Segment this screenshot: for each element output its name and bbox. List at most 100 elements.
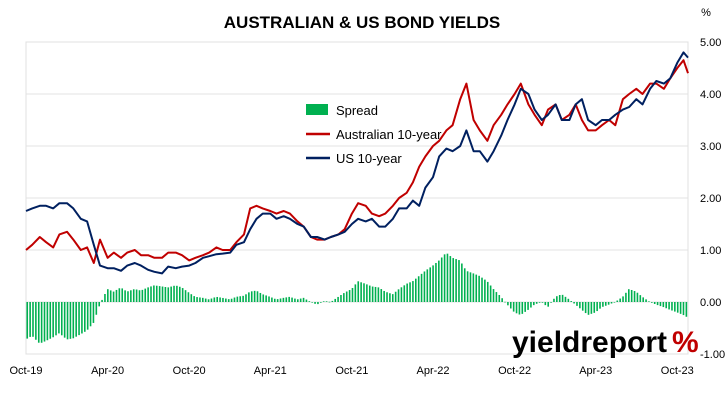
spread-bar (377, 287, 380, 302)
spread-bar (656, 302, 659, 306)
spread-bar (147, 287, 149, 302)
x-tick-label: Apr-22 (416, 365, 449, 377)
spread-bar (328, 301, 331, 303)
spread-bar (196, 297, 198, 302)
spread-bar (161, 286, 164, 302)
spread-bar (29, 302, 31, 337)
spread-bar (397, 289, 400, 302)
spread-bar (72, 302, 75, 339)
spread-bar (325, 301, 328, 302)
spread-bar (164, 287, 167, 302)
spread-bar (89, 302, 92, 327)
spread-bar (35, 302, 37, 340)
spread-bar (558, 295, 561, 302)
spread-bar (492, 289, 495, 302)
spread-bar (144, 288, 147, 302)
spread-bar (682, 302, 685, 316)
spread-bar (265, 295, 267, 302)
spread-bar (498, 295, 501, 302)
spread-bar (66, 302, 69, 340)
spread-bar (282, 297, 285, 302)
spread-bar (674, 302, 676, 312)
spread-bar (331, 300, 334, 302)
spread-bar (285, 297, 288, 302)
spread-bar (527, 302, 529, 310)
spread-bar (202, 297, 204, 302)
spread-bar (155, 285, 158, 302)
spread-bar (438, 260, 440, 302)
spread-bar (420, 273, 423, 302)
spread-bar (204, 298, 207, 302)
spread-bar (248, 292, 250, 302)
spread-bar (509, 302, 512, 309)
x-tick-label: Oct-20 (173, 365, 206, 377)
spread-bar (299, 298, 302, 302)
spread-bar (173, 285, 175, 302)
spread-bar (115, 289, 118, 302)
spread-bar (245, 294, 247, 302)
x-tick-label: Oct-23 (661, 365, 694, 377)
spread-bar (630, 289, 633, 302)
spread-bar (665, 302, 668, 309)
spread-bar (440, 257, 443, 302)
spread-bar (541, 302, 544, 303)
spread-bar (432, 265, 434, 302)
spread-bar (415, 278, 417, 302)
spread-bar (653, 302, 656, 304)
spread-bar (210, 298, 213, 302)
spread-bar (596, 302, 598, 312)
spread-bar (533, 302, 535, 306)
legend-label: Australian 10-year (336, 127, 442, 142)
spread-bar (391, 294, 394, 302)
x-tick-label: Oct-19 (9, 365, 42, 377)
x-tick-label: Apr-23 (579, 365, 612, 377)
spread-bar (481, 277, 483, 302)
spread-bar (463, 268, 466, 302)
spread-bar (242, 295, 244, 302)
spread-bar (130, 290, 132, 302)
spread-bar (138, 290, 141, 302)
spread-bar (627, 289, 630, 302)
spread-bar (544, 302, 547, 306)
spread-bar (475, 274, 478, 302)
spread-bar (256, 291, 259, 302)
legend-swatch (306, 104, 328, 115)
spread-bar (679, 302, 682, 314)
spread-bar (153, 285, 155, 302)
spread-bar (294, 298, 296, 302)
spread-bar (337, 296, 339, 302)
spread-bar (593, 302, 596, 313)
spread-bar (26, 302, 29, 339)
spread-bar (150, 286, 152, 302)
spread-bar (550, 302, 552, 303)
spread-bar (366, 284, 368, 302)
spread-bar (55, 302, 57, 336)
spread-bar (619, 298, 621, 302)
x-axis-ticks: Oct-19 Apr-20 Oct-20 Apr-21 Oct-21 Apr-22 Oct-… (9, 365, 693, 377)
spread-bar (426, 269, 429, 302)
spread-bar (518, 302, 521, 315)
spread-bar (371, 286, 374, 302)
spread-bar (187, 292, 190, 302)
spread-bar (109, 290, 112, 302)
spread-bar (49, 302, 52, 339)
spread-bar (314, 302, 316, 304)
spread-bar (112, 291, 115, 302)
spread-bar (400, 287, 403, 302)
y-tick-label: -1.00 (700, 349, 725, 361)
spread-bar (311, 302, 313, 303)
spread-bar (176, 285, 178, 302)
spread-bar (524, 302, 526, 312)
spread-bar (101, 299, 103, 302)
y-tick-label: 1.00 (700, 245, 721, 257)
australian-10y-line (25, 59, 689, 264)
spread-bar (190, 294, 193, 302)
spread-bars (26, 253, 688, 343)
spread-bar (452, 258, 455, 302)
spread-bar (472, 273, 475, 302)
spread-bar (406, 283, 408, 302)
spread-bar (671, 302, 673, 311)
spread-bar (515, 302, 518, 314)
spread-bar (659, 302, 662, 307)
